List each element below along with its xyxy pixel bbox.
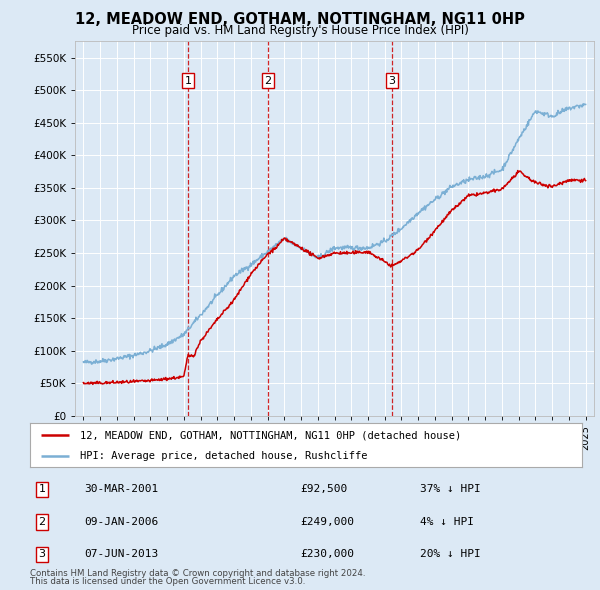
Text: £92,500: £92,500 (300, 484, 347, 494)
Text: 2: 2 (265, 76, 272, 86)
Text: Contains HM Land Registry data © Crown copyright and database right 2024.: Contains HM Land Registry data © Crown c… (30, 569, 365, 578)
Text: 2: 2 (38, 517, 46, 527)
Text: 07-JUN-2013: 07-JUN-2013 (84, 549, 158, 559)
Text: This data is licensed under the Open Government Licence v3.0.: This data is licensed under the Open Gov… (30, 578, 305, 586)
Text: 3: 3 (38, 549, 46, 559)
Text: £230,000: £230,000 (300, 549, 354, 559)
Text: 3: 3 (389, 76, 395, 86)
Text: HPI: Average price, detached house, Rushcliffe: HPI: Average price, detached house, Rush… (80, 451, 367, 461)
Text: 12, MEADOW END, GOTHAM, NOTTINGHAM, NG11 0HP (detached house): 12, MEADOW END, GOTHAM, NOTTINGHAM, NG11… (80, 431, 461, 440)
Text: Price paid vs. HM Land Registry's House Price Index (HPI): Price paid vs. HM Land Registry's House … (131, 24, 469, 37)
Text: 1: 1 (38, 484, 46, 494)
Text: 1: 1 (184, 76, 191, 86)
Text: 20% ↓ HPI: 20% ↓ HPI (420, 549, 481, 559)
Text: £249,000: £249,000 (300, 517, 354, 527)
Text: 09-JAN-2006: 09-JAN-2006 (84, 517, 158, 527)
Text: 4% ↓ HPI: 4% ↓ HPI (420, 517, 474, 527)
Text: 12, MEADOW END, GOTHAM, NOTTINGHAM, NG11 0HP: 12, MEADOW END, GOTHAM, NOTTINGHAM, NG11… (75, 12, 525, 27)
Text: 30-MAR-2001: 30-MAR-2001 (84, 484, 158, 494)
Text: 37% ↓ HPI: 37% ↓ HPI (420, 484, 481, 494)
